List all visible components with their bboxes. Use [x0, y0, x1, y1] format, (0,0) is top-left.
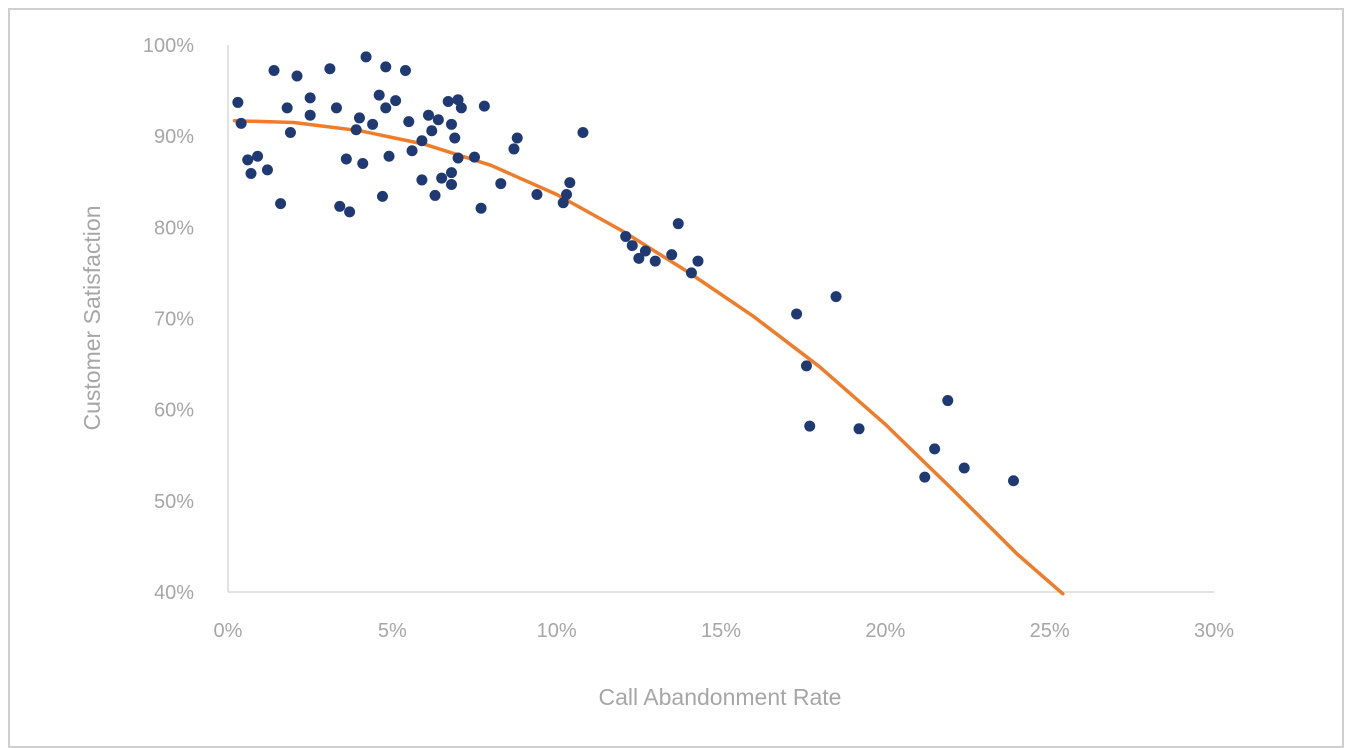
x-tick-label: 25% — [1030, 620, 1070, 642]
data-point — [620, 230, 632, 242]
data-point — [692, 255, 704, 267]
axes — [227, 45, 1214, 593]
data-point — [791, 308, 803, 320]
data-point — [416, 174, 428, 186]
data-point — [350, 124, 362, 136]
data-point — [475, 202, 487, 214]
data-point — [804, 420, 816, 432]
x-tick-label: 0% — [214, 620, 243, 642]
data-point — [399, 65, 411, 77]
data-point — [252, 150, 264, 162]
data-point — [639, 245, 651, 257]
data-point — [275, 198, 287, 210]
y-tick-label: 80% — [154, 217, 194, 239]
data-point — [577, 127, 589, 139]
data-point — [478, 100, 490, 112]
data-point — [242, 154, 254, 166]
chart-frame — [8, 8, 1344, 748]
data-point — [334, 200, 346, 212]
data-point — [633, 252, 645, 264]
x-tick-label: 5% — [378, 620, 407, 642]
data-point — [455, 102, 467, 114]
data-point — [380, 102, 392, 114]
data-point — [380, 61, 392, 73]
data-point — [403, 116, 415, 128]
data-point — [1008, 475, 1020, 487]
data-point — [469, 151, 480, 163]
data-point — [235, 117, 247, 129]
x-tick-label: 15% — [701, 620, 741, 642]
data-point — [304, 92, 316, 104]
data-point — [360, 51, 372, 63]
data-point — [340, 153, 352, 165]
data-points — [232, 51, 1020, 487]
data-point — [561, 189, 573, 201]
data-point — [406, 145, 418, 157]
x-tick-labels: 0% 5% 10% 15% 20% 25% 30% — [214, 620, 1235, 642]
data-point — [390, 95, 402, 107]
data-point — [495, 178, 507, 190]
x-axis-label: Call Abandonment Rate — [599, 684, 842, 710]
y-axis-label: Customer Satisfaction — [79, 206, 105, 431]
data-point — [357, 158, 369, 170]
data-point — [685, 267, 697, 279]
data-point — [449, 132, 461, 144]
data-point — [245, 168, 257, 180]
data-point — [330, 102, 342, 114]
data-point — [442, 96, 454, 108]
data-point — [445, 178, 457, 190]
y-tick-label: 100% — [143, 35, 194, 57]
data-point — [284, 127, 296, 139]
data-point — [436, 172, 448, 184]
data-point — [281, 102, 293, 114]
data-point — [376, 190, 388, 202]
data-point — [429, 189, 441, 201]
data-point — [268, 65, 280, 77]
data-point — [445, 167, 457, 179]
data-point — [929, 443, 941, 455]
y-tick-label: 90% — [154, 126, 194, 148]
data-point — [416, 135, 428, 147]
data-point — [508, 143, 520, 155]
data-point — [353, 112, 365, 124]
data-point — [919, 471, 931, 483]
data-point — [422, 109, 434, 121]
data-point — [649, 255, 661, 267]
data-point — [367, 118, 379, 130]
x-tick-label: 30% — [1194, 620, 1234, 642]
data-point — [232, 96, 244, 108]
data-point — [452, 152, 464, 164]
data-point — [432, 114, 444, 126]
data-point — [344, 206, 356, 218]
data-point — [426, 125, 438, 137]
data-point — [564, 177, 576, 189]
y-tick-label: 40% — [154, 582, 194, 604]
data-point — [800, 360, 812, 372]
data-point — [261, 164, 273, 176]
data-point — [373, 89, 385, 101]
x-tick-label: 20% — [865, 620, 905, 642]
data-point — [830, 291, 842, 303]
data-point — [531, 189, 543, 201]
data-point — [291, 70, 303, 82]
x-tick-label: 10% — [537, 620, 577, 642]
y-tick-label: 70% — [154, 309, 194, 331]
y-tick-label: 60% — [154, 400, 194, 422]
data-point — [666, 249, 678, 261]
y-tick-labels: 40% 50% 60% 70% 80% 90% 100% — [143, 35, 194, 604]
data-point — [324, 63, 336, 75]
data-point — [626, 240, 638, 252]
data-point — [672, 218, 684, 230]
data-point — [958, 462, 970, 474]
trendline — [232, 118, 1065, 596]
data-point — [445, 118, 457, 130]
trendline-group — [232, 118, 1065, 596]
data-point — [511, 132, 523, 144]
data-point — [853, 423, 865, 435]
y-tick-label: 50% — [154, 491, 194, 513]
data-point — [942, 395, 954, 407]
data-point — [383, 150, 395, 162]
data-point — [304, 109, 316, 121]
